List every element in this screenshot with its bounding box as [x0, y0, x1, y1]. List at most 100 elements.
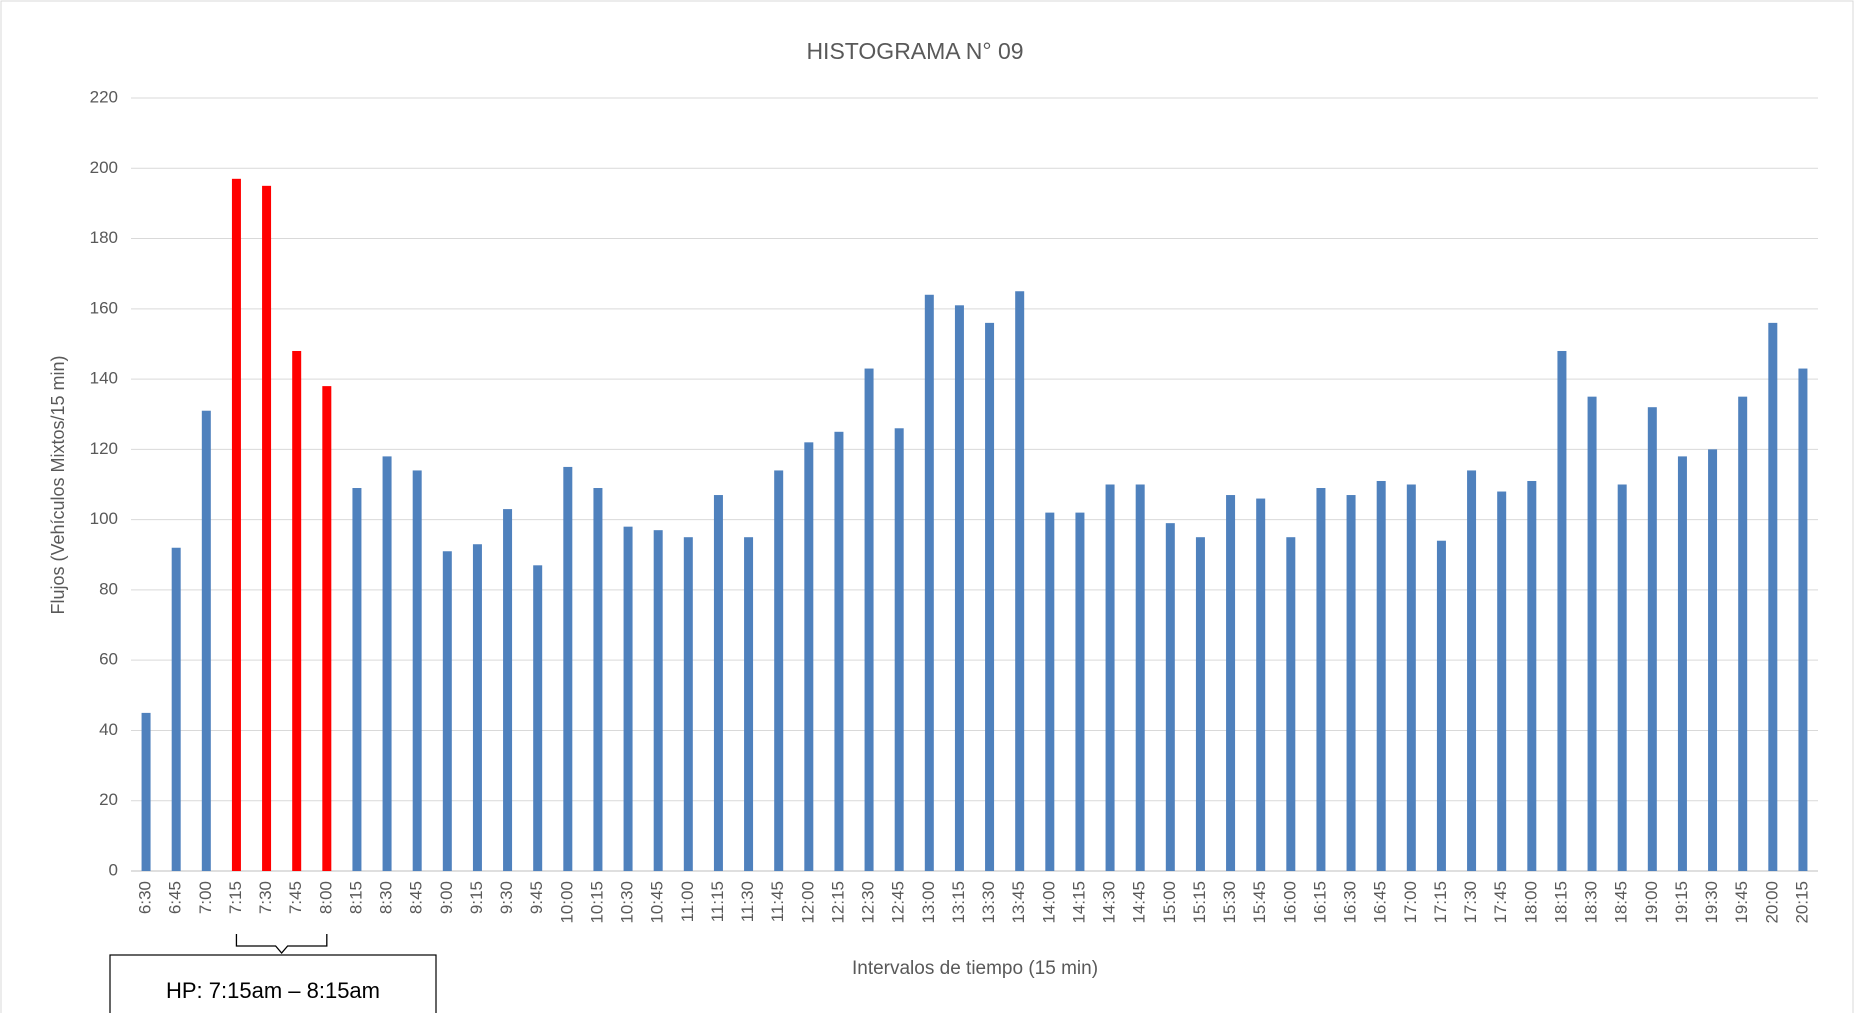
x-tick-label: 16:00 — [1280, 881, 1299, 924]
bar — [1587, 396, 1597, 871]
x-tick-label: 9:00 — [437, 881, 456, 914]
x-tick-label: 17:45 — [1491, 881, 1510, 924]
x-tick-label: 13:45 — [1009, 881, 1028, 924]
y-tick-label: 180 — [90, 228, 118, 247]
x-tick-label: 16:30 — [1341, 881, 1360, 924]
bar — [804, 442, 814, 871]
x-tick-label: 10:30 — [618, 881, 637, 924]
x-tick-label: 15:15 — [1190, 881, 1209, 924]
x-tick-label: 13:15 — [949, 881, 968, 924]
y-tick-label: 60 — [99, 650, 118, 669]
bar — [924, 294, 934, 871]
y-tick-label: 80 — [99, 579, 118, 598]
x-tick-label: 17:15 — [1431, 881, 1450, 924]
bar — [683, 537, 693, 871]
y-tick-label: 160 — [90, 298, 118, 317]
bar — [864, 368, 874, 871]
bar — [1105, 484, 1115, 871]
bar — [1316, 488, 1326, 871]
y-tick-label: 0 — [109, 860, 118, 879]
bar — [1015, 291, 1025, 871]
x-tick-label: 12:30 — [859, 881, 878, 924]
x-tick-label: 12:00 — [798, 881, 817, 924]
bar — [774, 470, 784, 871]
x-tick-label: 16:45 — [1371, 881, 1390, 924]
x-tick-label: 17:00 — [1401, 881, 1420, 924]
x-tick-label: 10:15 — [587, 881, 606, 924]
x-tick-label: 9:15 — [467, 881, 486, 914]
x-axis-label: Intervalos de tiempo (15 min) — [852, 958, 1098, 979]
y-tick-label: 140 — [90, 369, 118, 388]
x-tick-label: 18:30 — [1582, 881, 1601, 924]
x-tick-label: 14:45 — [1130, 881, 1149, 924]
bar — [262, 185, 272, 871]
y-tick-label: 120 — [90, 439, 118, 458]
x-tick-label: 16:15 — [1310, 881, 1329, 924]
x-tick-label: 11:45 — [768, 881, 787, 922]
bar — [1195, 537, 1205, 871]
x-tick-label: 8:30 — [377, 881, 396, 914]
bar — [1497, 491, 1507, 871]
x-tick-label: 8:45 — [407, 881, 426, 914]
bar — [1436, 540, 1446, 871]
bar — [231, 178, 241, 872]
bar — [1647, 407, 1657, 871]
annotation: HP: 7:15am – 8:15am — [166, 978, 380, 1003]
x-tick-label: 7:15 — [226, 881, 245, 914]
bar — [1677, 456, 1687, 871]
y-tick-label: 220 — [90, 87, 118, 106]
bar — [533, 565, 543, 871]
bar — [563, 466, 573, 871]
x-tick-label: 13:00 — [919, 881, 938, 924]
x-tick-label: 6:45 — [166, 881, 185, 914]
bar — [1738, 396, 1748, 871]
x-tick-label: 19:30 — [1702, 881, 1721, 924]
x-tick-label: 8:00 — [316, 881, 335, 914]
x-tick-label: 15:30 — [1220, 881, 1239, 924]
y-tick-label: 40 — [99, 720, 118, 739]
x-tick-label: 14:15 — [1069, 881, 1088, 924]
bracket — [235, 934, 328, 954]
y-tick-label: 200 — [90, 158, 118, 177]
x-tick-label: 18:45 — [1612, 881, 1631, 924]
bar — [322, 386, 332, 871]
bar — [744, 537, 754, 871]
x-tick-label: 7:45 — [286, 881, 305, 914]
bar — [985, 322, 995, 871]
x-tick-label: 19:00 — [1642, 881, 1661, 924]
bar — [472, 544, 482, 871]
bar — [1768, 322, 1778, 871]
x-tick-label: 9:45 — [527, 881, 546, 914]
bar — [1165, 523, 1175, 871]
bar — [1135, 484, 1145, 871]
bar — [171, 547, 181, 871]
x-tick-label: 15:45 — [1250, 881, 1269, 924]
bar — [1467, 470, 1477, 871]
x-tick-label: 11:30 — [738, 881, 757, 922]
x-tick-label: 20:15 — [1792, 881, 1811, 924]
bar — [292, 350, 302, 871]
bar — [623, 526, 633, 871]
x-tick-label: 7:00 — [196, 881, 215, 914]
bar — [1708, 449, 1718, 871]
x-tick-label: 14:00 — [1039, 881, 1058, 924]
x-tick-label: 19:45 — [1732, 881, 1751, 924]
x-tick-label: 12:45 — [889, 881, 908, 924]
bar — [894, 428, 904, 871]
x-tick-label: 11:15 — [708, 881, 727, 922]
annotation-box — [109, 954, 437, 1013]
y-tick-label: 20 — [99, 790, 118, 809]
bar — [713, 495, 723, 871]
bar — [201, 410, 211, 871]
y-tick-label: 100 — [90, 509, 118, 528]
x-tick-label: 10:45 — [648, 881, 667, 924]
bar — [1045, 512, 1055, 871]
x-tick-label: 15:00 — [1160, 881, 1179, 924]
bar — [1075, 512, 1085, 871]
bar — [412, 470, 422, 871]
bar — [1346, 495, 1356, 871]
bar — [1617, 484, 1627, 871]
bar — [954, 305, 964, 871]
